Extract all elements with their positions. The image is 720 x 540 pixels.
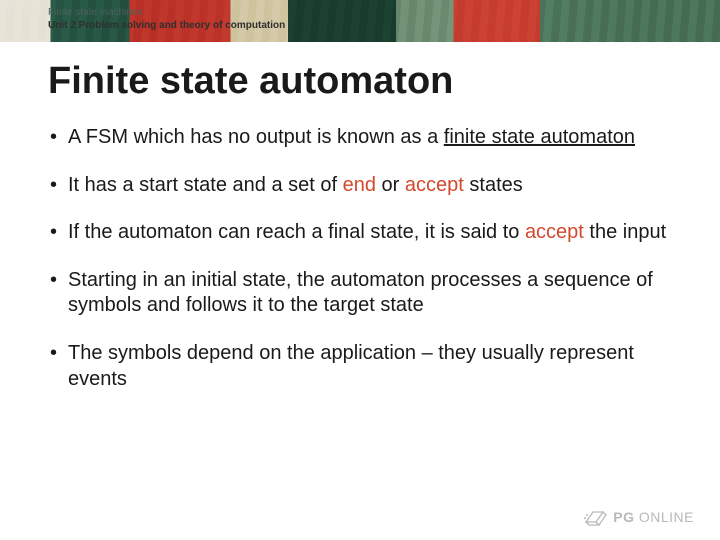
bullet-text: Starting in an initial state, the automa… [68, 269, 653, 317]
term-accent: accept [405, 174, 464, 196]
bullet-text: A FSM which has no output is known as a [68, 126, 444, 148]
term-accent: end [343, 174, 376, 196]
logo-pg: PG [613, 509, 634, 525]
bullet-text: states [464, 174, 523, 196]
bullet-text: the input [584, 221, 666, 243]
bullet-text: If the automaton can reach a final state… [68, 221, 525, 243]
term-accent: accept [525, 221, 584, 243]
term-underlined: finite state automaton [444, 126, 635, 148]
bullet-item: A FSM which has no output is known as a … [48, 125, 672, 151]
bullet-text: or [376, 174, 405, 196]
slide-content: Finite state automaton A FSM which has n… [0, 42, 720, 392]
header-banner: Finite state machines Unit 2 Problem sol… [0, 0, 720, 42]
slide-title: Finite state automaton [48, 60, 672, 103]
pg-online-logo: PG ONLINE [583, 508, 694, 526]
bullet-item: The symbols depend on the application – … [48, 341, 672, 392]
logo-text: PG ONLINE [613, 509, 694, 525]
bullet-item: Starting in an initial state, the automa… [48, 268, 672, 319]
bullet-text: It has a start state and a set of [68, 174, 343, 196]
header-unit: Unit 2 Problem solving and theory of com… [48, 19, 285, 32]
bullet-item: It has a start state and a set of end or… [48, 173, 672, 199]
header-text-block: Finite state machines Unit 2 Problem sol… [48, 6, 285, 32]
bullet-text: The symbols depend on the application – … [68, 342, 634, 390]
header-topic: Finite state machines [48, 6, 285, 19]
logo-online: ONLINE [634, 509, 694, 525]
logo-icon [583, 508, 607, 526]
bullet-item: If the automaton can reach a final state… [48, 220, 672, 246]
bullet-list: A FSM which has no output is known as a … [48, 125, 672, 392]
